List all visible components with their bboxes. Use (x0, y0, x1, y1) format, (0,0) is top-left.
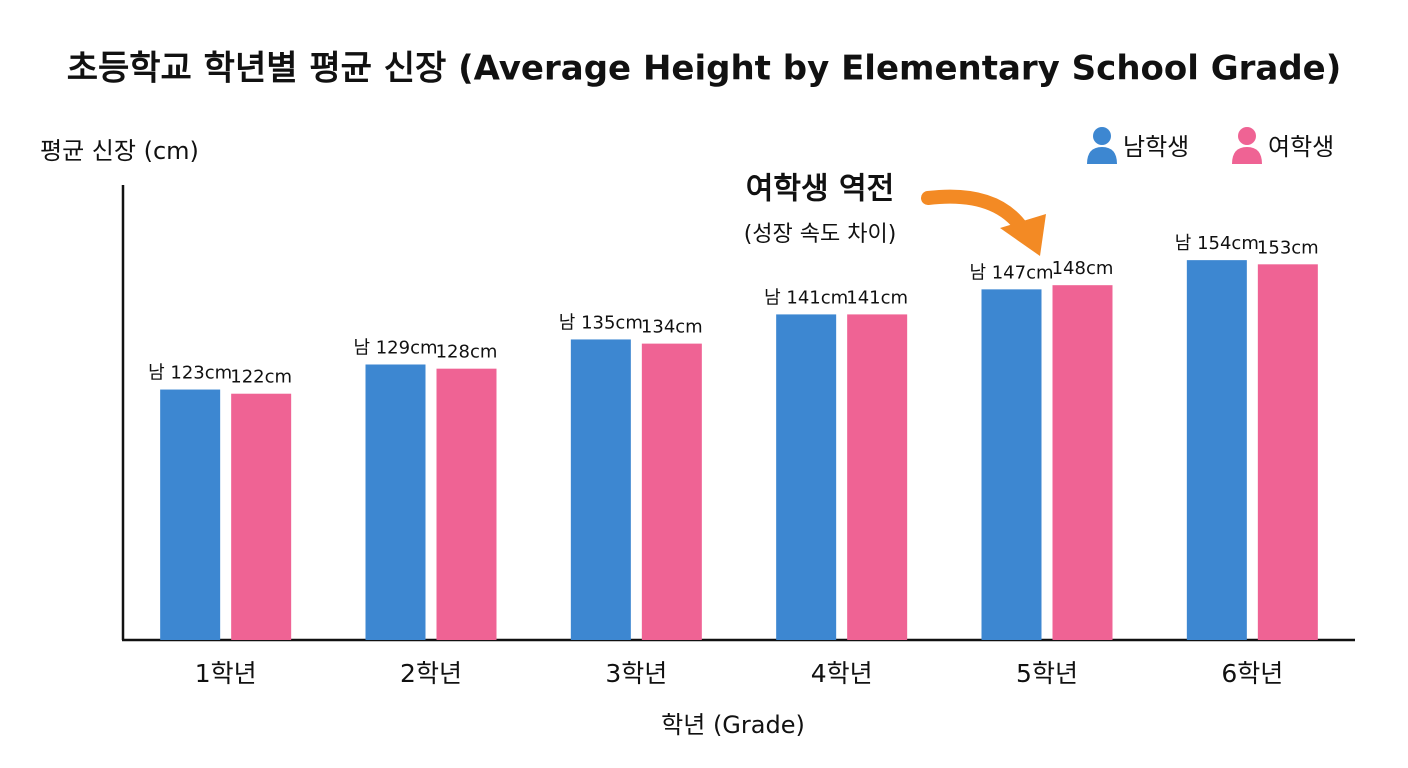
y-axis-label: 평균 신장 (cm) (40, 137, 199, 165)
value-label: 남 135cm (559, 312, 643, 333)
legend-icon (1232, 147, 1262, 164)
bar (641, 343, 702, 640)
x-tick-label: 3학년 (605, 659, 667, 688)
value-label: 남 129cm (353, 337, 437, 358)
bar (231, 393, 292, 640)
bar (570, 339, 631, 640)
x-tick-label: 4학년 (811, 659, 873, 688)
x-tick-label: 6학년 (1221, 659, 1283, 688)
bar (776, 314, 837, 640)
bar (1186, 260, 1247, 640)
x-axis-label: 학년 (Grade) (661, 711, 805, 739)
legend-icon (1087, 147, 1117, 164)
annotation-subtext: (성장 속도 차이) (744, 222, 897, 247)
bar (436, 368, 497, 640)
value-label: 남 154cm (1175, 233, 1259, 254)
value-label: 141cm (846, 287, 908, 308)
bar (365, 364, 426, 640)
x-tick-label: 2학년 (400, 659, 462, 688)
value-label: 153cm (1257, 237, 1319, 258)
value-label: 134cm (641, 317, 703, 338)
bar (981, 289, 1042, 640)
bar (160, 389, 221, 640)
chart-title: 초등학교 학년별 평균 신장 (Average Height by Elemen… (67, 49, 1342, 89)
annotation: 여학생 역전 (746, 172, 894, 207)
value-label: 128cm (436, 342, 498, 363)
legend-label: 남학생 (1123, 133, 1189, 161)
annotation-arrow (921, 189, 1029, 235)
bar (1257, 264, 1318, 640)
x-tick-label: 5학년 (1016, 659, 1078, 688)
annotation-arrowhead (1000, 214, 1046, 256)
value-label: 남 147cm (969, 262, 1053, 283)
bar (847, 314, 908, 640)
legend-label: 여학생 (1268, 133, 1334, 161)
value-label: 122cm (230, 367, 292, 388)
value-label: 148cm (1052, 258, 1114, 279)
legend-icon (1093, 127, 1111, 145)
value-label: 남 123cm (148, 363, 232, 384)
value-label: 남 141cm (764, 287, 848, 308)
bar (1052, 285, 1113, 640)
legend-icon (1238, 127, 1256, 145)
x-tick-label: 1학년 (195, 659, 257, 688)
